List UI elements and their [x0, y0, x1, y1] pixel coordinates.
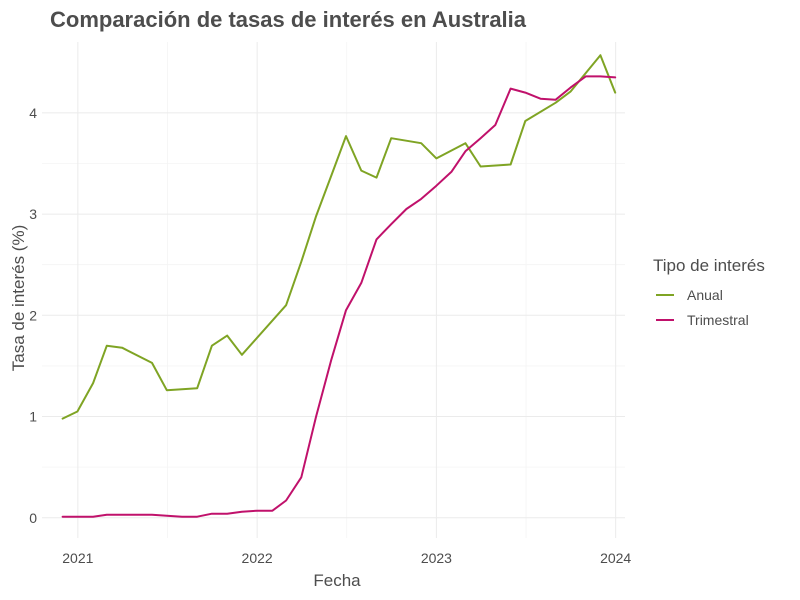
major-grid	[42, 42, 625, 538]
legend-title: Tipo de interés	[653, 256, 765, 275]
chart-title: Comparación de tasas de interés en Austr…	[50, 7, 527, 32]
legend: Tipo de interés Anual Trimestral	[653, 256, 765, 328]
y-tick-label: 4	[29, 105, 37, 121]
y-tick-label: 0	[29, 510, 37, 526]
legend-label-anual: Anual	[687, 287, 723, 303]
minor-grid	[42, 42, 625, 538]
x-tick-label: 2022	[242, 550, 273, 566]
x-tick-label: 2021	[62, 550, 93, 566]
y-axis-title: Tasa de interés (%)	[9, 225, 28, 371]
x-tick-label: 2024	[600, 550, 631, 566]
series-line-anual	[61, 54, 617, 420]
series-layer	[61, 54, 617, 518]
y-tick-label: 2	[29, 307, 37, 323]
y-tick-label: 3	[29, 206, 37, 222]
x-axis-ticks: 2021 2022 2023 2024	[62, 550, 631, 566]
y-tick-label: 1	[29, 409, 37, 425]
y-axis-ticks: 0 1 2 3 4	[29, 105, 37, 526]
legend-label-trimestral: Trimestral	[687, 312, 749, 328]
legend-items: Anual Trimestral	[656, 287, 749, 328]
x-axis-title: Fecha	[313, 571, 361, 590]
x-tick-label: 2023	[421, 550, 452, 566]
series-line-trimestral	[61, 75, 617, 518]
